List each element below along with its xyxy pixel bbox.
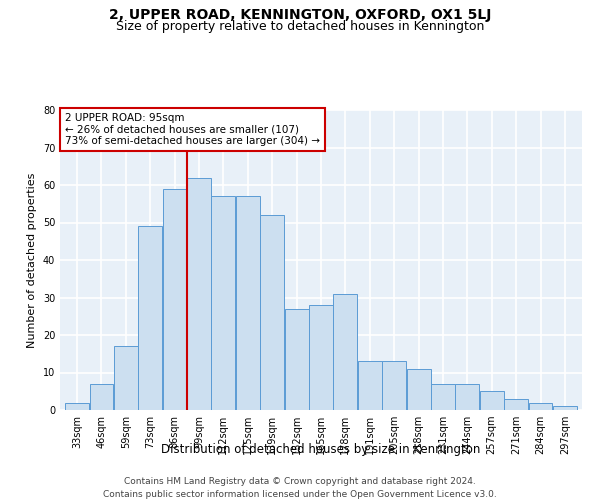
Bar [334, 294, 358, 410]
Bar [211, 196, 235, 410]
Bar [480, 391, 503, 410]
Bar [455, 384, 479, 410]
Y-axis label: Number of detached properties: Number of detached properties [27, 172, 37, 348]
Text: 2 UPPER ROAD: 95sqm
← 26% of detached houses are smaller (107)
73% of semi-detac: 2 UPPER ROAD: 95sqm ← 26% of detached ho… [65, 113, 320, 146]
Text: Contains public sector information licensed under the Open Government Licence v3: Contains public sector information licen… [103, 490, 497, 499]
Bar [382, 361, 406, 410]
Bar [260, 215, 284, 410]
Bar [163, 188, 187, 410]
Text: Size of property relative to detached houses in Kennington: Size of property relative to detached ho… [116, 20, 484, 33]
Bar [284, 308, 308, 410]
Bar [504, 399, 528, 410]
Text: Contains HM Land Registry data © Crown copyright and database right 2024.: Contains HM Land Registry data © Crown c… [124, 478, 476, 486]
Bar [358, 361, 382, 410]
Bar [309, 305, 333, 410]
Bar [431, 384, 455, 410]
Bar [114, 346, 138, 410]
Bar [65, 402, 89, 410]
Text: 2, UPPER ROAD, KENNINGTON, OXFORD, OX1 5LJ: 2, UPPER ROAD, KENNINGTON, OXFORD, OX1 5… [109, 8, 491, 22]
Bar [407, 369, 431, 410]
Bar [553, 406, 577, 410]
Text: Distribution of detached houses by size in Kennington: Distribution of detached houses by size … [161, 442, 481, 456]
Bar [236, 196, 260, 410]
Bar [89, 384, 113, 410]
Bar [187, 178, 211, 410]
Bar [138, 226, 162, 410]
Bar [529, 402, 553, 410]
